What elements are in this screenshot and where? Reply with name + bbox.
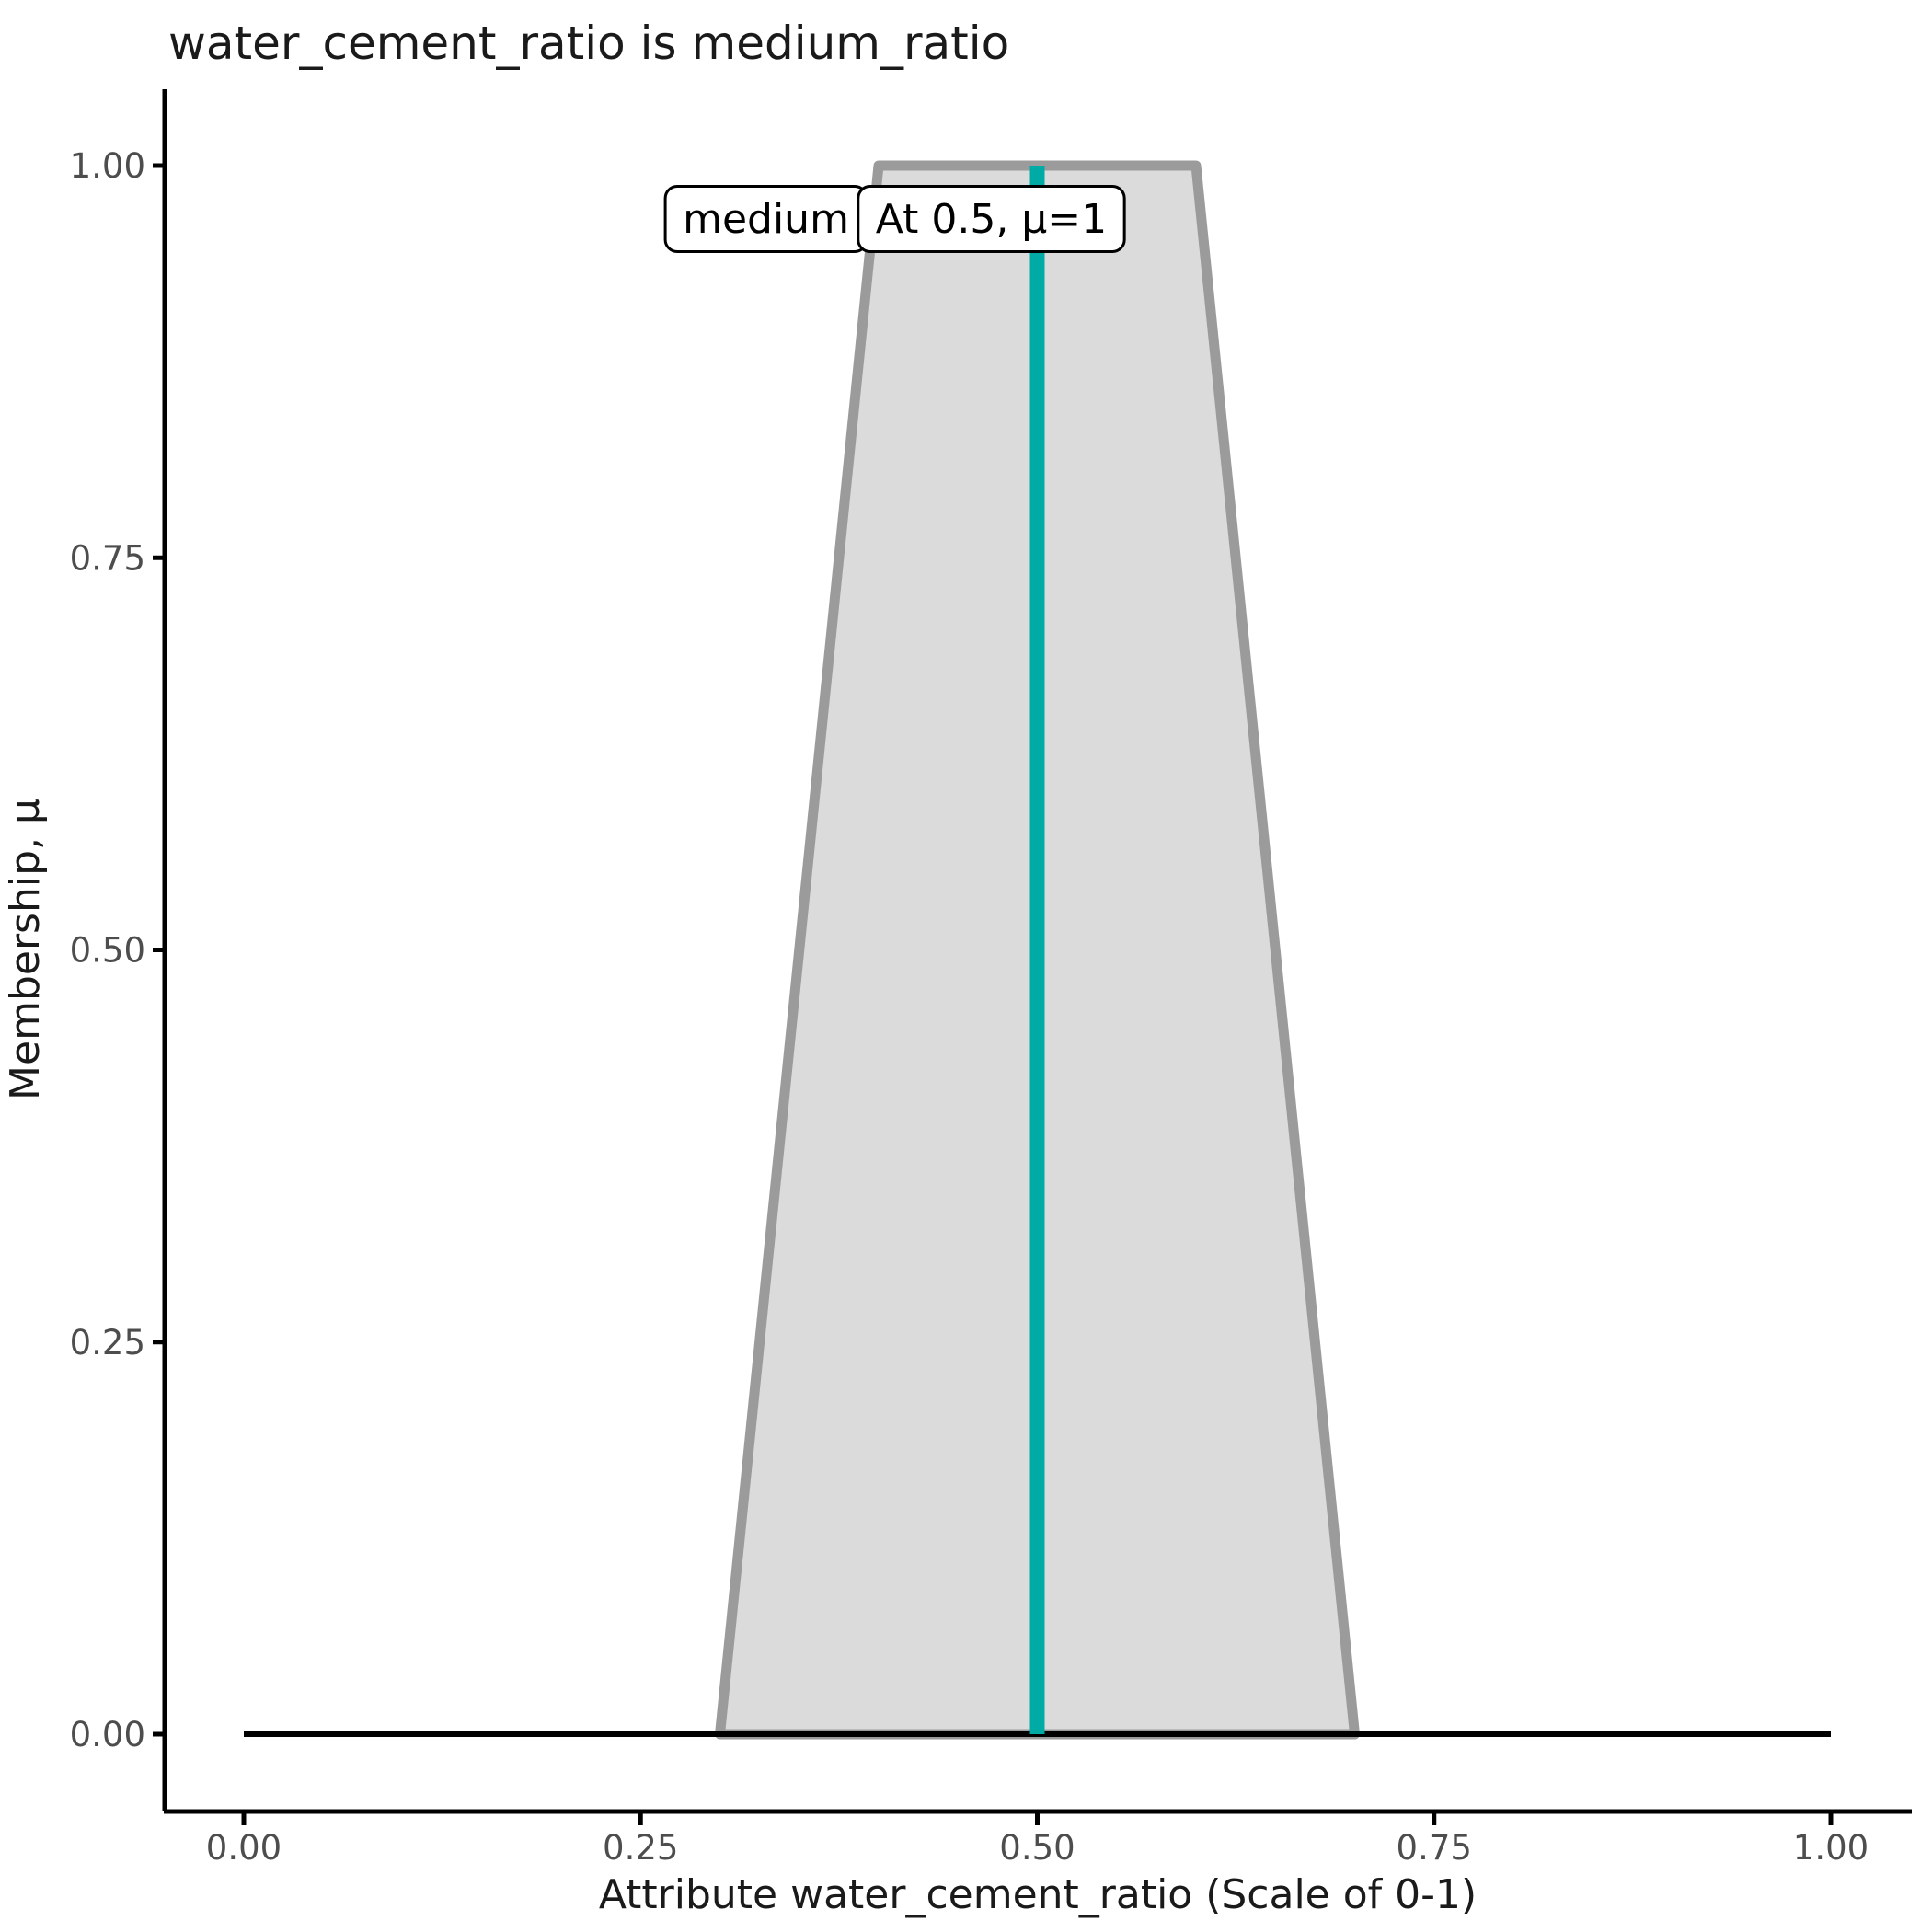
chart-title: water_cement_ratio is medium_ratio	[168, 17, 1009, 70]
axes: 0.00 0.25 0.50 0.75 1.00 0.00 0.25 0.50 0.75 1.00	[70, 89, 1912, 1868]
annotation-box-1	[857, 184, 1126, 253]
annotations: medium At 0.5, μ=1	[663, 184, 1126, 253]
y-tick-label: 0.25	[70, 1323, 145, 1363]
x-tick-label: 0.25	[603, 1828, 678, 1868]
series	[244, 160, 1831, 1740]
y-tick-label: 0.00	[70, 1715, 145, 1754]
x-tick-label: 0.75	[1397, 1828, 1472, 1868]
x-axis-title: Attribute water_cement_ratio (Scale of 0…	[599, 1871, 1477, 1918]
y-tick-label: 0.75	[70, 538, 145, 578]
x-tick-label: 1.00	[1793, 1828, 1869, 1868]
y-tick-label: 1.00	[70, 146, 145, 186]
annotation-text-0: medium	[683, 196, 849, 243]
annotation-text-1: At 0.5, μ=1	[876, 196, 1107, 243]
annotation-1: At 0.5, μ=1	[857, 184, 1126, 253]
y-axis-title: Membership, μ	[2, 799, 49, 1100]
annotation-0: medium	[663, 184, 868, 253]
y-tick-label: 0.50	[70, 931, 145, 971]
x-tick-label: 0.50	[999, 1828, 1075, 1868]
x-tick-label: 0.00	[206, 1828, 282, 1868]
